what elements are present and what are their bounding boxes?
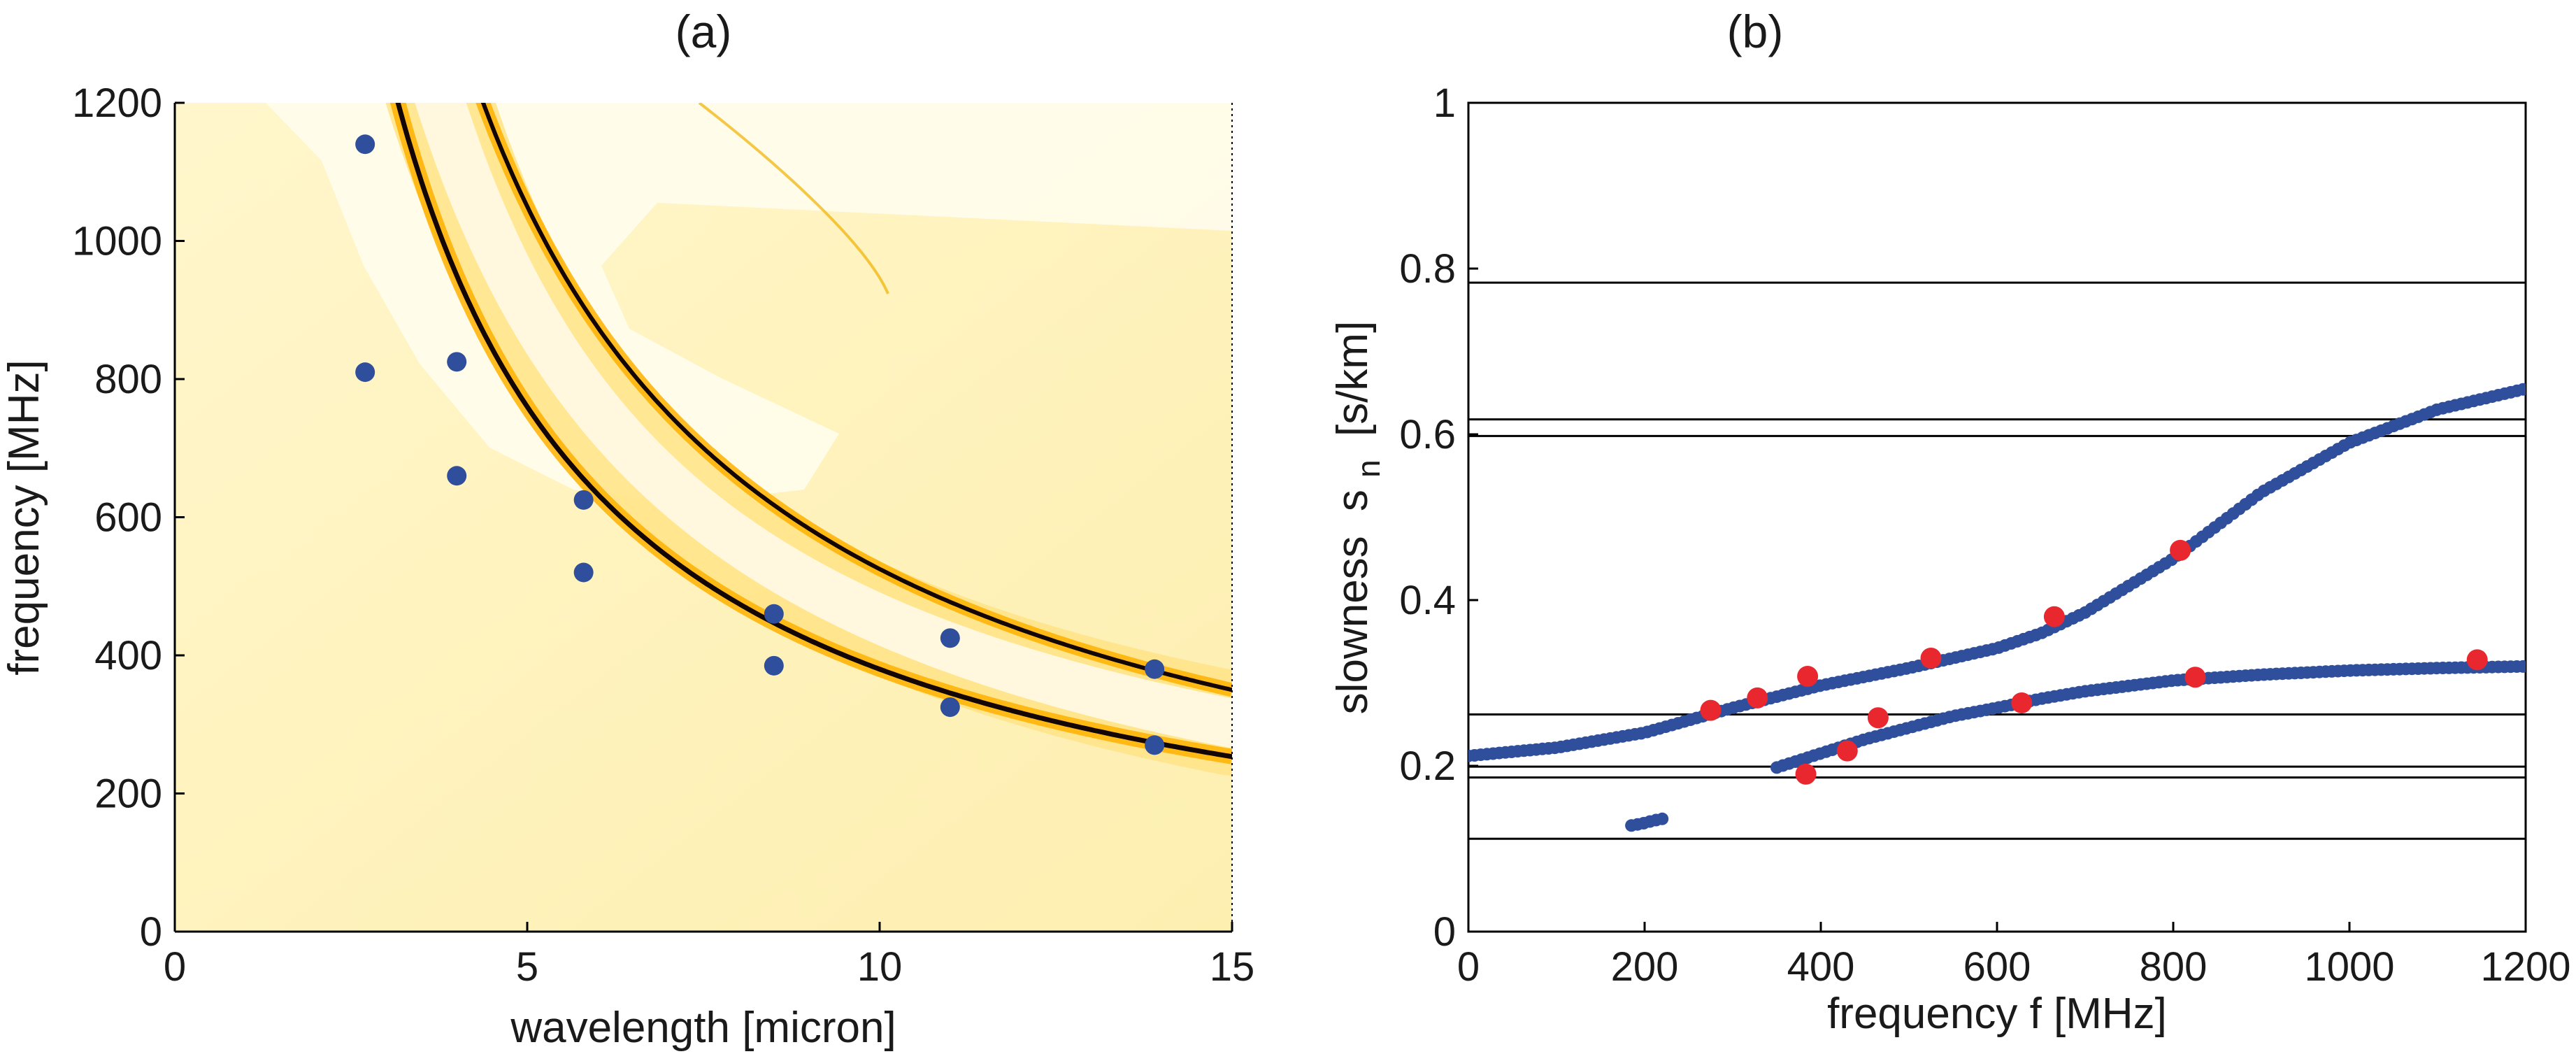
panel-a-points — [355, 134, 1165, 755]
panel-a-x-label: wavelength [micron] — [510, 1004, 896, 1052]
glow-band-core — [415, 103, 1232, 748]
red-point — [2184, 667, 2206, 688]
heatmap-point — [447, 466, 467, 486]
red-point — [1920, 647, 1942, 669]
heatmap-branches — [368, 0, 1232, 760]
x-tick-label: 15 — [1210, 944, 1255, 990]
panel-b: (b) 0 200 400 600 800 1000 120000.20.40.60.81 … — [1329, 6, 2571, 1038]
x-tick-label: 600 — [1963, 944, 2031, 990]
panel-a-title: (a) — [675, 6, 732, 57]
y-tick-label: 800 — [94, 357, 162, 402]
red-point — [1747, 687, 1768, 708]
heatmap-point — [764, 655, 784, 676]
y-tick-label: 0 — [140, 909, 162, 955]
panel-b-ticks: 0 200 400 600 800 1000 1200 0 0.2 0.4 0.6 0.8 1 — [1399, 80, 2570, 990]
heatmap-point — [573, 490, 594, 510]
x-tick-label: 10 — [857, 944, 903, 990]
upper-branch-faint — [368, 0, 473, 74]
panel-b-y-label-symbol: s — [1329, 490, 1377, 511]
y-tick-label: 200 — [94, 771, 162, 817]
panel-b-red-points — [1700, 539, 2488, 785]
panel-b-frame — [1467, 101, 2527, 933]
panel-a-ticks: 0 5 10 15 0 200 400 600 800 1000 1200 — [72, 80, 1254, 990]
red-point — [2043, 606, 2065, 627]
heatmap-point — [1145, 659, 1165, 679]
series-point — [2517, 383, 2526, 396]
heatmap-point — [355, 134, 375, 155]
red-point — [1867, 707, 1889, 729]
red-point — [2466, 649, 2488, 671]
y-tick-label: 1 — [1433, 80, 1456, 126]
x-tick-label: 0 — [164, 944, 186, 990]
heatmap-point — [940, 697, 960, 718]
panel-b-y-label-subscript: n — [1350, 460, 1387, 478]
series-point — [2517, 660, 2526, 673]
x-tick-label: 5 — [516, 944, 538, 990]
red-point — [2011, 692, 2033, 713]
upper-branch-curve — [480, 103, 1232, 692]
x-tick-label: 800 — [2140, 944, 2208, 990]
x-tick-label: 0 — [1457, 944, 1480, 990]
heatmap-point — [447, 352, 467, 372]
y-tick-label: 1200 — [72, 80, 162, 126]
heatmap-area — [175, 0, 1232, 932]
y-tick-label: 1000 — [72, 219, 162, 264]
panel-b-y-label-word: slowness — [1329, 536, 1377, 714]
y-tick-label: 0.4 — [1399, 578, 1456, 623]
panel-b-title: (b) — [1727, 6, 1784, 57]
lower-branch-curve — [395, 103, 1232, 760]
red-point — [1836, 740, 1858, 762]
y-tick-label: 600 — [94, 495, 162, 541]
series-fragment — [1625, 812, 1669, 832]
heatmap-point — [940, 628, 960, 648]
heatmap-point — [1145, 735, 1165, 755]
svg-text:slowness s n: slowness s n [s/km] — [1329, 321, 1389, 715]
series-point — [1656, 812, 1669, 825]
x-tick-label: 1200 — [2480, 944, 2570, 990]
panel-a-y-label: frequency [MHz] — [0, 359, 48, 675]
x-tick-label: 200 — [1611, 944, 1679, 990]
red-point — [1700, 699, 1722, 721]
red-point — [1795, 763, 1817, 785]
heatmap-point — [764, 604, 784, 624]
y-tick-label: 0.2 — [1399, 743, 1456, 789]
panel-b-x-label: frequency f [MHz] — [1827, 990, 2167, 1038]
x-tick-label: 400 — [1787, 944, 1855, 990]
panel-b-reference-lines — [1468, 281, 2526, 840]
y-tick-label: 0.8 — [1399, 246, 1456, 292]
faint-streak — [698, 103, 889, 294]
heatmap-point — [573, 562, 594, 583]
panel-b-y-label: slowness s n [s/km] — [1329, 321, 1389, 715]
red-point — [1797, 666, 1819, 688]
heatmap-point — [355, 362, 375, 383]
red-point — [2170, 539, 2191, 561]
y-tick-label: 0.6 — [1399, 412, 1456, 457]
panel-a: (a) 0 5 10 15 0 200 400 600 800 1000 1200 waveleng… — [0, 0, 1254, 1052]
y-tick-label: 0 — [1433, 909, 1456, 955]
panel-b-y-label-units: [s/km] — [1329, 321, 1377, 436]
x-tick-label: 1000 — [2304, 944, 2394, 990]
y-tick-label: 400 — [94, 633, 162, 678]
